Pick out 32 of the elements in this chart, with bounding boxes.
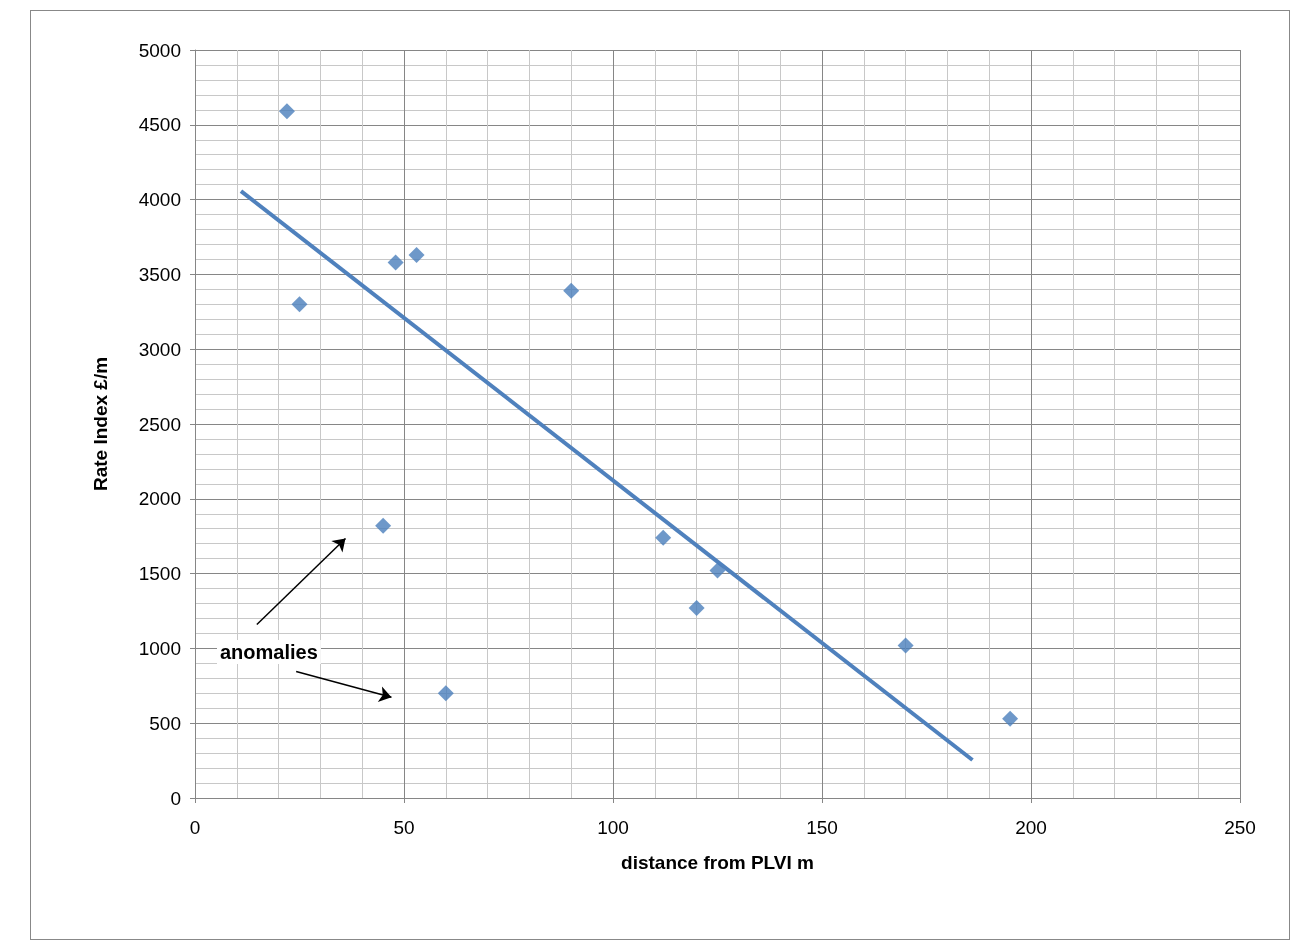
y-axis-title: Rate Index £/m [90, 356, 111, 492]
y-tick-label: 500 [149, 712, 181, 734]
point [1002, 710, 1019, 727]
y-tick-label: 0 [170, 787, 181, 809]
y-tick-label: 2500 [138, 413, 181, 435]
point [897, 637, 914, 654]
point [291, 296, 308, 313]
y-tick-label: 1000 [138, 637, 181, 659]
point [408, 246, 425, 263]
point [655, 529, 672, 546]
y-tick-label: 2000 [138, 488, 181, 510]
point [437, 685, 454, 702]
point [387, 254, 404, 271]
annotation: anomalies [220, 641, 318, 663]
x-tick-label: 150 [806, 817, 838, 838]
point [563, 282, 580, 299]
point [709, 562, 726, 579]
y-tick-label: 5000 [138, 39, 181, 61]
y-tick-label: 3500 [138, 263, 181, 285]
x-tick-label: 100 [597, 817, 629, 838]
x-tick-label: 50 [393, 817, 415, 838]
y-tick-label: 3000 [138, 338, 181, 360]
x-tick-label: 200 [1015, 817, 1047, 838]
point [278, 103, 295, 120]
x-tick-label: 250 [1224, 817, 1256, 838]
y-tick-label: 4000 [138, 189, 181, 211]
point [375, 517, 392, 534]
x-axis-title: distance from PLVI m [621, 852, 814, 873]
y-tick-label: 4500 [138, 114, 181, 136]
x-tick-label: 0 [189, 817, 201, 838]
point [688, 600, 705, 617]
y-tick-label: 1500 [138, 563, 181, 585]
